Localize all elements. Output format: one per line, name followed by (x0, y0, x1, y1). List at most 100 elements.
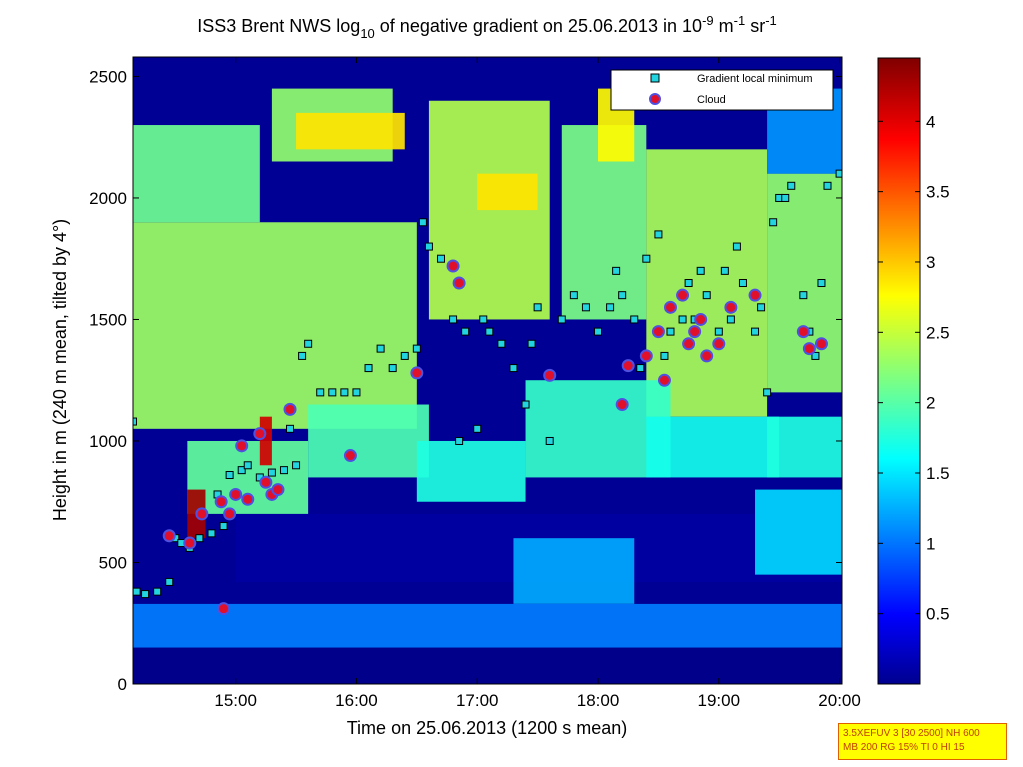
gradient-minimum-point (509, 364, 518, 373)
x-tick-label: 20:00 (818, 691, 861, 710)
x-tick-label: 15:00 (214, 691, 257, 710)
y-axis: 0 500 1000 1500 2000 2500 (89, 67, 842, 694)
gradient-minimum-point (581, 303, 590, 312)
chart-title: ISS3 Brent NWS log10 of negative gradien… (197, 13, 777, 41)
heatmap-cell (646, 416, 780, 478)
gradient-minimum-point (835, 169, 842, 178)
gradient-minimum-point (738, 279, 747, 288)
gradient-minimum-point (424, 242, 433, 251)
gradient-minimum-point (642, 254, 651, 263)
gradient-minimum-point (497, 339, 506, 348)
gradient-minimum-point (207, 529, 216, 538)
gradient-minimum-point (702, 291, 711, 300)
gradient-minimum-point (618, 291, 627, 300)
heatmap-cell (133, 222, 417, 429)
gradient-minimum-point (279, 466, 288, 475)
cloud-point (283, 402, 297, 416)
gradient-minimum-point (781, 193, 790, 202)
gradient-minimum-point (696, 266, 705, 275)
legend-box (610, 69, 834, 111)
gradient-minimum-point (720, 266, 729, 275)
heatmap-cell (646, 149, 768, 417)
gradient-minimum-point (769, 218, 778, 227)
cloud-point (700, 349, 714, 363)
gradient-minimum-point (455, 436, 464, 445)
info-line-1: 3.5XEFUV 3 [30 2500] NH 600 (843, 728, 980, 739)
parameter-info-box: 3.5XEFUV 3 [30 2500] NH 600 MB 200 RG 15… (838, 723, 1007, 760)
gradient-minimum-point (527, 339, 536, 348)
legend-marker-cloud (649, 93, 661, 105)
cloud-point (446, 259, 460, 273)
heatmap-layer (133, 57, 842, 684)
gradient-minimum-point (219, 522, 228, 531)
gradient-minimum-point (521, 400, 530, 409)
info-line-2: MB 200 RG 15% TI 0 HI 15 (843, 742, 965, 753)
gradient-minimum-point (298, 351, 307, 360)
cloud-point (676, 288, 690, 302)
gradient-minimum-point (267, 468, 276, 477)
cloud-point (688, 325, 702, 339)
colorbar-tick-label: 1 (926, 534, 935, 553)
heatmap-cell (296, 112, 405, 150)
gradient-minimum-point (286, 424, 295, 433)
gradient-minimum-point (165, 577, 174, 586)
cloud-point (694, 312, 708, 326)
cloud-point (259, 475, 273, 489)
gradient-minimum-point (732, 242, 741, 251)
y-axis-label: Height in m (240 m mean, tilted by 4°) (50, 219, 70, 521)
gradient-minimum-point (376, 344, 385, 353)
cloud-point (410, 366, 424, 380)
gradient-minimum-point (606, 303, 615, 312)
cloud-point (657, 373, 671, 387)
gradient-minimum-point (133, 417, 137, 426)
x-tick-label: 19:00 (698, 691, 741, 710)
plot-frame (132, 56, 843, 685)
gradient-minimum-point (304, 339, 313, 348)
cloud-point (682, 337, 696, 351)
cloud-point (724, 300, 738, 314)
colorbar-tick-label: 0.5 (926, 605, 950, 624)
gradient-minimum-point (400, 351, 409, 360)
gradient-minimum-point (340, 388, 349, 397)
y-tick-label: 500 (99, 553, 127, 572)
colorbar-ticks: 0.5 1 1.5 2 2.5 3 3.5 4 (878, 112, 950, 624)
colorbar-tick-label: 4 (926, 112, 935, 131)
gradient-minimum-point (636, 364, 645, 373)
gradient-minimum-point (461, 327, 470, 336)
heatmap-cell (767, 173, 842, 393)
heatmap-cell (513, 538, 635, 604)
legend-label-gradient-minimum: Gradient local minimum (697, 73, 813, 85)
gradient-minimum-point (436, 254, 445, 263)
heatmap-cell (767, 416, 842, 478)
gradient-minimum-point (666, 327, 675, 336)
legend-label-cloud: Cloud (697, 94, 726, 106)
gradient-minimum-point (817, 279, 826, 288)
gradient-minimum-point (225, 471, 234, 479)
heatmap-cell (259, 416, 272, 466)
colorbar-tick-label: 3 (926, 253, 935, 272)
gradient-minimum-point (418, 218, 427, 227)
colorbar-tick-label: 1.5 (926, 464, 950, 483)
colorbar-tick-label: 2 (926, 394, 935, 413)
y-tick-label: 1000 (89, 432, 127, 451)
gradient-minimum-point (726, 315, 735, 324)
legend: Gradient local minimum Cloud (610, 69, 834, 111)
gradient-minimum-point (316, 388, 325, 397)
gradient-minimum-point (594, 327, 603, 336)
gradient-minimum-point (364, 364, 373, 373)
gradient-minimum-series (133, 169, 842, 599)
colorbar-tick-label: 2.5 (926, 323, 950, 342)
gradient-minimum-point (757, 303, 766, 312)
gradient-minimum-point (195, 534, 204, 543)
gradient-minimum-point (678, 315, 687, 324)
gradient-minimum-point (352, 388, 361, 397)
heatmap-cell (477, 173, 538, 211)
y-tick-label: 1500 (89, 310, 127, 329)
cloud-point (814, 337, 828, 351)
heatmap-cell (133, 125, 260, 223)
gradient-minimum-point (763, 388, 772, 397)
colorbar-gradient (877, 57, 921, 685)
gradient-minimum-point (684, 279, 693, 288)
gradient-minimum-point (388, 364, 397, 373)
cloud-point (651, 325, 665, 339)
